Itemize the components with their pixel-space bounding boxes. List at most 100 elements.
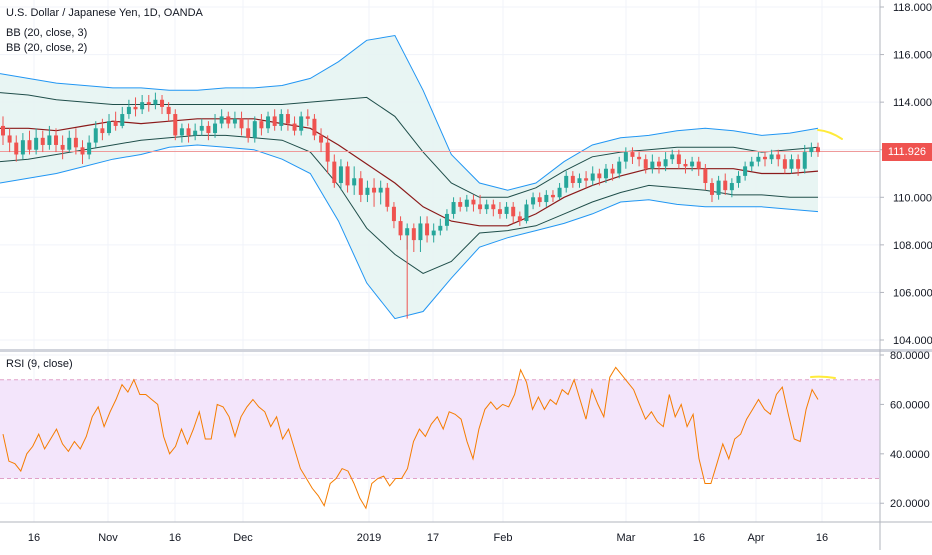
time-tick-label: Nov xyxy=(98,532,118,544)
candle-body xyxy=(497,209,502,214)
price-tick-label: 106.000 xyxy=(893,287,932,299)
time-tick-label: Dec xyxy=(233,532,253,544)
candle-body xyxy=(285,114,290,124)
candle-body xyxy=(425,223,430,236)
candle-body xyxy=(120,114,125,126)
candle-body xyxy=(378,187,383,193)
candle-body xyxy=(411,228,416,241)
candle-body xyxy=(544,194,549,203)
bb2-upper-line xyxy=(0,92,819,198)
candle-body xyxy=(166,106,171,115)
candle-body xyxy=(431,230,436,236)
bb-fill xyxy=(0,35,818,319)
candle-body xyxy=(617,161,622,174)
pane-separator xyxy=(0,349,932,352)
candle-body xyxy=(749,161,754,167)
candle-body xyxy=(213,123,218,134)
candle-body xyxy=(385,187,390,207)
candle-body xyxy=(34,137,39,150)
bb3-lower-line xyxy=(0,144,819,320)
rsi-panel xyxy=(0,366,880,510)
candle-body xyxy=(782,159,787,169)
candle-body xyxy=(670,154,675,160)
candle-body xyxy=(405,228,410,236)
candle-body xyxy=(690,161,695,167)
last-price-badge: 111.926 xyxy=(882,143,932,161)
candle-body xyxy=(358,178,363,195)
candle-body xyxy=(683,163,688,167)
bb2-legend[interactable]: BB (20, close, 2) xyxy=(6,42,88,54)
candle-body xyxy=(252,121,257,138)
candle-body xyxy=(696,161,701,169)
price-tick-label: 114.000 xyxy=(893,97,932,109)
candle-body xyxy=(133,106,138,110)
candle-body xyxy=(206,125,211,134)
candle-body xyxy=(471,199,476,205)
candle-body xyxy=(47,135,52,145)
candle-body xyxy=(570,175,575,184)
candle-body xyxy=(676,154,681,164)
candle-body xyxy=(769,154,774,160)
time-tick-label: Feb xyxy=(494,532,513,544)
candle-body xyxy=(511,206,516,217)
candle-body xyxy=(193,130,198,136)
candle-body xyxy=(584,178,589,181)
candle-body xyxy=(325,142,330,162)
candle-body xyxy=(352,178,357,186)
candle-body xyxy=(259,121,264,129)
price-tick-label: 118.000 xyxy=(893,2,932,14)
candle-body xyxy=(186,128,191,136)
candle-body xyxy=(531,197,536,205)
candle-body xyxy=(338,166,343,184)
candle-body xyxy=(173,114,178,136)
candle-body xyxy=(537,197,542,203)
time-tick-label: 16 xyxy=(28,532,40,544)
candle-body xyxy=(239,118,244,129)
candle-body xyxy=(723,180,728,191)
candle-body xyxy=(729,183,734,191)
candle-body xyxy=(292,123,297,131)
candle-body xyxy=(464,199,469,207)
candle-body xyxy=(279,114,284,126)
price-tick-label: 104.000 xyxy=(893,335,932,347)
candle-body xyxy=(564,175,569,188)
time-tick-label: 16 xyxy=(693,532,705,544)
candle-body xyxy=(802,152,807,169)
candle-body xyxy=(809,147,814,153)
rsi-tick-label: 20.0000 xyxy=(890,498,930,510)
price-annotation-stroke xyxy=(817,129,843,140)
candle-body xyxy=(398,221,403,236)
candle-body xyxy=(610,168,615,174)
candle-body xyxy=(107,121,112,134)
symbol-legend[interactable]: U.S. Dollar / Japanese Yen, 1D, OANDA xyxy=(6,7,203,19)
time-tick-label: Apr xyxy=(747,532,764,544)
bb3-legend[interactable]: BB (20, close, 3) xyxy=(6,27,88,39)
candle-body xyxy=(703,168,708,184)
price-tick-label: 108.000 xyxy=(893,240,932,252)
candle-body xyxy=(372,187,377,193)
rsi-tick-label: 80.0000 xyxy=(890,350,930,362)
candle-body xyxy=(246,128,251,138)
candle-body xyxy=(663,159,668,167)
rsi-annotation-stroke xyxy=(810,375,836,379)
candle-body xyxy=(140,102,145,110)
bb2-lower-line xyxy=(0,134,818,274)
candle-body xyxy=(524,204,529,222)
candle-body xyxy=(650,161,655,169)
candle-body xyxy=(796,159,801,169)
rsi-line xyxy=(2,366,819,510)
rsi-legend[interactable]: RSI (9, close) xyxy=(6,358,73,370)
candle-body xyxy=(126,106,131,115)
time-tick-label: 2019 xyxy=(357,532,381,544)
candle-body xyxy=(345,166,350,186)
candle-body xyxy=(40,137,45,145)
candle-body xyxy=(418,223,423,241)
candle-body xyxy=(67,137,72,150)
candle-body xyxy=(656,161,661,167)
candle-body xyxy=(743,166,748,176)
candle-body xyxy=(643,159,648,169)
candle-body xyxy=(14,142,19,155)
